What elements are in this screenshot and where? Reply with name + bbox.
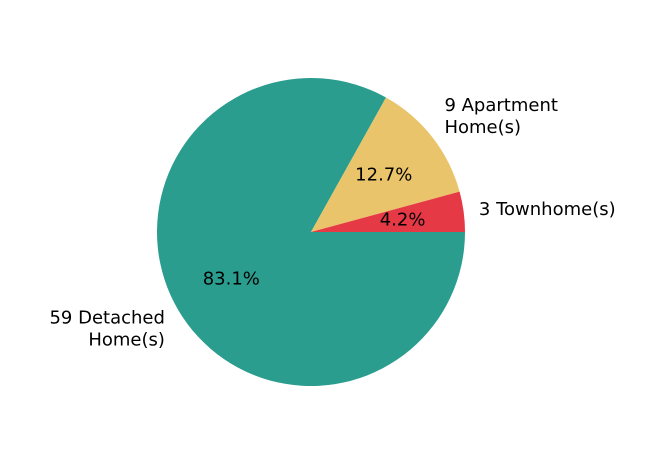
slice-label-1: 9 Apartment Home(s) xyxy=(444,95,557,138)
pie-slices xyxy=(157,78,466,387)
pct-label-1: 12.7% xyxy=(355,165,412,186)
pie-slice-1 xyxy=(311,97,460,232)
pie-slice-0 xyxy=(157,78,466,387)
pie-labels: 83.1%59 Detached Home(s)12.7%9 Apartment H… xyxy=(49,95,615,350)
pct-label-0: 83.1% xyxy=(203,268,260,289)
slice-label-line: 9 Apartment xyxy=(444,95,557,116)
pct-label-2: 4.2% xyxy=(380,209,426,230)
slice-label-0: 59 Detached Home(s) xyxy=(49,307,164,350)
slice-label-line: 3 Townhome(s) xyxy=(479,199,616,220)
slice-label-line: Home(s) xyxy=(444,117,521,138)
pie-slice-2 xyxy=(311,191,465,232)
slice-label-line: Home(s) xyxy=(88,329,165,350)
slice-label-line: 59 Detached xyxy=(49,307,164,328)
slice-label-2: 3 Townhome(s) xyxy=(479,199,616,220)
